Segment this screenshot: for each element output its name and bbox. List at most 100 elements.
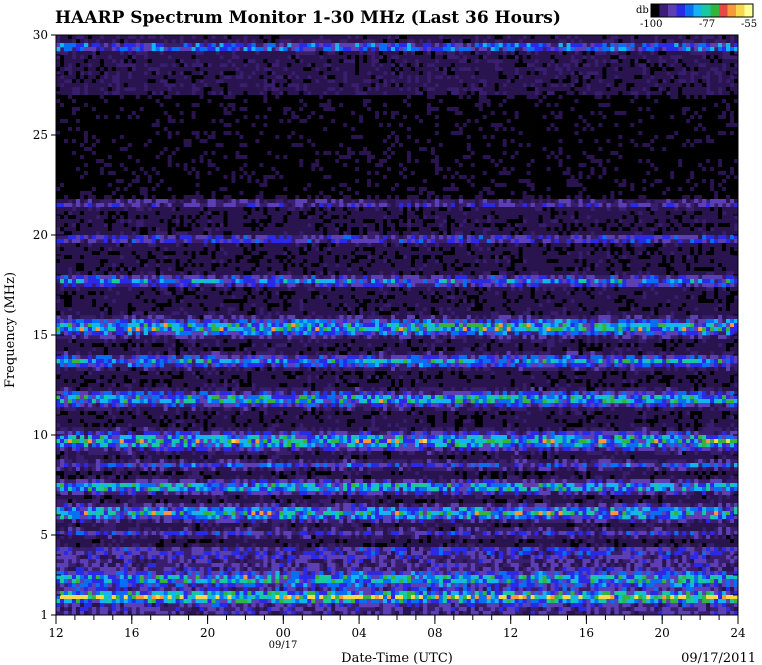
spectrogram-cell — [734, 159, 739, 164]
spectrogram-cell — [470, 119, 476, 124]
spectrogram-cell — [395, 87, 400, 92]
spectrogram-cell — [434, 131, 440, 136]
spectrogram-cell — [618, 103, 623, 108]
spectrogram-cell — [446, 43, 452, 48]
spectrogram-cell — [391, 163, 396, 168]
spectrogram-cell — [426, 115, 432, 120]
spectrogram-cell — [690, 123, 695, 128]
spectrogram-cell — [694, 83, 699, 88]
spectrogram-cell — [546, 87, 551, 92]
spectrogram-cell — [227, 95, 232, 100]
spectrogram-cell — [267, 59, 272, 64]
spectrogram-cell — [502, 155, 507, 160]
spectrogram-cell — [618, 91, 623, 96]
spectrogram-cell — [131, 119, 137, 124]
spectrogram-cell — [610, 159, 615, 164]
spectrogram-cell — [622, 91, 627, 96]
spectrogram-cell — [247, 115, 252, 120]
spectrogram-cell — [287, 127, 292, 132]
spectrogram-cell — [251, 47, 256, 52]
spectrogram-cell — [239, 67, 244, 72]
spectrogram-cell — [530, 119, 535, 124]
spectrogram-cell — [666, 35, 671, 40]
spectrogram-cell — [418, 147, 424, 152]
spectrogram-cell — [171, 155, 176, 160]
spectrogram-cell — [498, 119, 503, 124]
spectrogram-cell — [235, 135, 240, 140]
spectrogram-cell — [642, 111, 647, 116]
spectrogram-cell — [646, 67, 651, 72]
spectrogram-cell — [606, 143, 611, 148]
spectrogram-cell — [219, 143, 224, 148]
spectrogram-cell — [626, 79, 631, 84]
spectrogram-cell — [287, 71, 292, 76]
spectrogram-cell — [319, 111, 324, 116]
spectrogram-cell — [434, 47, 440, 52]
spectrogram-cell — [207, 87, 212, 92]
spectrogram-cell — [395, 147, 400, 152]
spectrogram-cell — [578, 63, 583, 68]
spectrogram-cell — [526, 55, 531, 60]
spectrogram-cell — [131, 159, 137, 164]
spectrogram-cell — [670, 51, 675, 56]
spectrogram-cell — [442, 75, 448, 80]
spectrogram-cell — [650, 143, 655, 148]
spectrogram-cell — [167, 123, 172, 128]
spectrogram-cell — [730, 139, 735, 144]
spectrogram-cell — [618, 51, 623, 56]
spectrogram-cell — [255, 35, 260, 40]
spectrogram-cell — [414, 151, 420, 156]
spectrogram-cell — [658, 111, 663, 116]
spectrogram-cell — [331, 71, 336, 76]
spectrogram-cell — [490, 127, 496, 132]
spectrogram-cell — [478, 99, 484, 104]
spectrogram-cell — [263, 71, 268, 76]
spectrogram-cell — [658, 95, 663, 100]
spectrogram-cell — [199, 59, 204, 64]
spectrogram-cell — [598, 39, 603, 44]
spectrogram-cell — [682, 159, 687, 164]
spectrogram-cell — [115, 135, 121, 140]
spectrogram-cell — [283, 163, 288, 168]
spectrogram-cell — [243, 147, 248, 152]
spectrogram-cell — [478, 131, 484, 136]
spectrogram-cell — [231, 47, 236, 52]
spectrogram-cell — [143, 79, 149, 84]
spectrogram-cell — [542, 135, 547, 140]
spectrogram-cell — [698, 115, 703, 120]
spectrogram-cell — [610, 147, 615, 152]
spectrogram-cell — [351, 55, 356, 60]
spectrogram-cell — [239, 35, 244, 40]
spectrogram-cell — [235, 123, 240, 128]
spectrogram-cell — [303, 131, 308, 136]
spectrogram-cell — [315, 115, 320, 120]
spectrogram-cell — [694, 151, 699, 156]
spectrogram-cell — [219, 43, 224, 48]
spectrogram-cell — [502, 95, 507, 100]
spectrogram-cell — [470, 127, 476, 132]
spectrogram-cell — [562, 123, 567, 128]
spectrogram-cell — [630, 115, 635, 120]
spectrogram-cell — [538, 123, 543, 128]
spectrogram-cell — [83, 163, 89, 168]
spectrogram-cell — [410, 103, 416, 108]
spectrogram-cell — [319, 87, 324, 92]
spectrogram-cell — [275, 39, 280, 44]
spectrogram-cell — [199, 111, 204, 116]
spectrogram-cell — [83, 55, 89, 60]
spectrogram-cell — [131, 143, 137, 148]
spectrogram-cell — [634, 55, 639, 60]
spectrogram-cell — [578, 143, 583, 148]
spectrogram-cell — [550, 107, 555, 112]
spectrogram-cell — [127, 159, 133, 164]
spectrogram-cell — [554, 111, 559, 116]
spectrogram-cell — [438, 123, 444, 128]
spectrogram-cell — [207, 119, 212, 124]
spectrogram-cell — [179, 135, 184, 140]
spectrogram-cell — [323, 143, 328, 148]
spectrogram-cell — [383, 127, 388, 132]
spectrogram-cell — [518, 147, 523, 152]
spectrogram-cell — [430, 71, 436, 76]
spectrogram-cell — [406, 99, 412, 104]
spectrogram-cell — [147, 83, 153, 88]
